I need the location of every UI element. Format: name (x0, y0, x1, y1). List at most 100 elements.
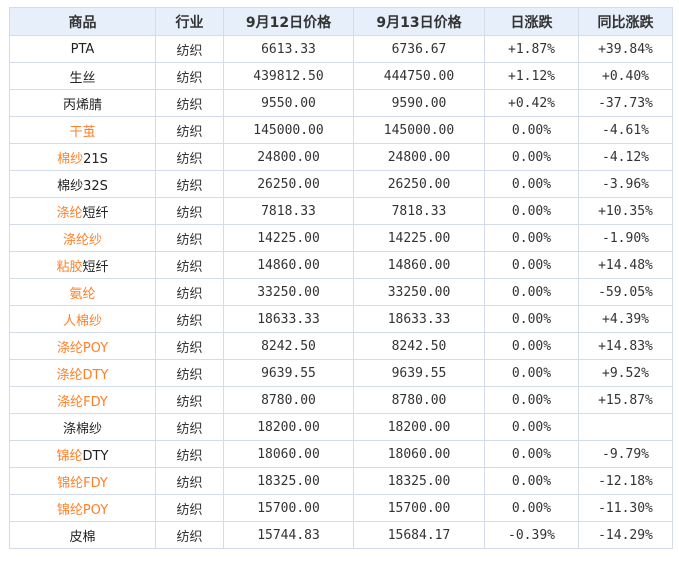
commodity-cell[interactable]: 皮棉 (9, 521, 156, 549)
commodity-link[interactable]: 氨纶 (69, 286, 96, 302)
commodity-link[interactable]: 涤纶POY (56, 340, 109, 356)
commodity-link[interactable]: 锦纶FDY (57, 475, 108, 491)
price-sep13-cell: 8242.50 (353, 332, 485, 360)
industry-cell: 纺织 (155, 332, 224, 360)
yoy-change-cell: +39.84% (578, 35, 673, 63)
commodity-cell[interactable]: 棉纱32S (9, 170, 156, 198)
daily-change-cell: 0.00% (484, 359, 579, 387)
price-sep13-cell: 18200.00 (353, 413, 485, 441)
commodity-cell[interactable]: 涤纶POY (9, 332, 156, 360)
commodity-cell[interactable]: 锦纶POY (9, 494, 156, 522)
industry-cell: 纺织 (155, 467, 224, 495)
commodity-cell[interactable]: PTA (9, 35, 156, 63)
table-row: 锦纶FDY 纺织 18325.00 18325.00 0.00% -12.18% (9, 467, 673, 495)
daily-change-cell: +0.42% (484, 89, 579, 117)
price-sep13-cell: 18325.00 (353, 467, 485, 495)
yoy-change-cell: -37.73% (578, 89, 673, 117)
daily-change-cell: 0.00% (484, 278, 579, 306)
price-sep13-cell: 15700.00 (353, 494, 485, 522)
commodity-price-table: 商品 行业 9月12日价格 9月13日价格 日涨跌 同比涨跌 PTA 纺织 6613… (9, 7, 673, 549)
commodity-link[interactable]: 人棉纱 (62, 313, 102, 329)
commodity-cell[interactable]: 氨纶 (9, 278, 156, 306)
commodity-cell[interactable]: 涤纶DTY (9, 359, 156, 387)
commodity-link[interactable]: 锦纶 (56, 448, 83, 464)
header-industry: 行业 (155, 7, 224, 36)
header-daily-change: 日涨跌 (484, 7, 579, 36)
yoy-change-cell: -3.96% (578, 170, 673, 198)
daily-change-cell: 0.00% (484, 251, 579, 279)
yoy-change-cell: -59.05% (578, 278, 673, 306)
daily-change-cell: 0.00% (484, 386, 579, 414)
commodity-cell[interactable]: 粘胶短纤 (9, 251, 156, 279)
commodity-link[interactable]: 锦纶POY (56, 502, 109, 518)
daily-change-cell: -0.39% (484, 521, 579, 549)
commodity-link[interactable]: 涤纶FDY (57, 394, 108, 410)
commodity-cell[interactable]: 生丝 (9, 62, 156, 90)
industry-cell: 纺织 (155, 170, 224, 198)
commodity-cell[interactable]: 涤纶FDY (9, 386, 156, 414)
commodity-name: 短纤 (82, 259, 109, 275)
commodity-cell[interactable]: 涤纶短纤 (9, 197, 156, 225)
price-sep12-cell: 26250.00 (223, 170, 354, 198)
daily-change-cell: 0.00% (484, 197, 579, 225)
table-row: 锦纶POY 纺织 15700.00 15700.00 0.00% -11.30% (9, 494, 673, 522)
price-sep13-cell: 14225.00 (353, 224, 485, 252)
commodity-link[interactable]: 棉纱 (57, 151, 84, 167)
commodity-link[interactable]: 涤纶纱 (62, 232, 102, 248)
commodity-link[interactable]: 涤纶 (56, 205, 83, 221)
commodity-cell[interactable]: 涤棉纱 (9, 413, 156, 441)
price-sep12-cell: 24800.00 (223, 143, 354, 171)
commodity-cell[interactable]: 棉纱21S (9, 143, 156, 171)
daily-change-cell: +1.12% (484, 62, 579, 90)
commodity-cell[interactable]: 锦纶FDY (9, 467, 156, 495)
commodity-cell[interactable]: 人棉纱 (9, 305, 156, 333)
price-sep13-cell: 18060.00 (353, 440, 485, 468)
header-price-sep13: 9月13日价格 (353, 7, 485, 36)
commodity-name: 涤棉纱 (62, 421, 102, 437)
table-row: 涤纶短纤 纺织 7818.33 7818.33 0.00% +10.35% (9, 197, 673, 225)
industry-cell: 纺织 (155, 386, 224, 414)
yoy-change-cell: -4.12% (578, 143, 673, 171)
commodity-link[interactable]: 干茧 (69, 124, 96, 140)
price-sep13-cell: 14860.00 (353, 251, 485, 279)
yoy-change-cell: +14.83% (578, 332, 673, 360)
price-sep13-cell: 26250.00 (353, 170, 485, 198)
price-sep12-cell: 8242.50 (223, 332, 354, 360)
commodity-cell[interactable]: 干茧 (9, 116, 156, 144)
commodity-name: 皮棉 (69, 529, 96, 545)
commodity-cell[interactable]: 锦纶DTY (9, 440, 156, 468)
price-sep13-cell: 18633.33 (353, 305, 485, 333)
price-sep13-cell: 7818.33 (353, 197, 485, 225)
daily-change-cell: 0.00% (484, 467, 579, 495)
price-sep12-cell: 6613.33 (223, 35, 354, 63)
daily-change-cell: 0.00% (484, 413, 579, 441)
table-row: 涤纶纱 纺织 14225.00 14225.00 0.00% -1.90% (9, 224, 673, 252)
commodity-link[interactable]: 粘胶 (56, 259, 83, 275)
yoy-change-cell: +9.52% (578, 359, 673, 387)
table-row: 涤纶POY 纺织 8242.50 8242.50 0.00% +14.83% (9, 332, 673, 360)
price-sep13-cell: 9590.00 (353, 89, 485, 117)
commodity-cell[interactable]: 涤纶纱 (9, 224, 156, 252)
daily-change-cell: 0.00% (484, 440, 579, 468)
price-sep12-cell: 145000.00 (223, 116, 354, 144)
commodity-name: 丙烯腈 (62, 97, 102, 113)
commodity-link[interactable]: 涤纶DTY (56, 367, 109, 383)
price-sep12-cell: 33250.00 (223, 278, 354, 306)
commodity-cell[interactable]: 丙烯腈 (9, 89, 156, 117)
table-row: 丙烯腈 纺织 9550.00 9590.00 +0.42% -37.73% (9, 89, 673, 117)
commodity-name: 生丝 (69, 70, 96, 86)
table-row: 棉纱32S 纺织 26250.00 26250.00 0.00% -3.96% (9, 170, 673, 198)
commodity-name: 棉纱32S (57, 178, 108, 194)
table-row: 干茧 纺织 145000.00 145000.00 0.00% -4.61% (9, 116, 673, 144)
daily-change-cell: 0.00% (484, 494, 579, 522)
daily-change-cell: +1.87% (484, 35, 579, 63)
daily-change-cell: 0.00% (484, 116, 579, 144)
price-sep12-cell: 15744.83 (223, 521, 354, 549)
table-row: 锦纶DTY 纺织 18060.00 18060.00 0.00% -9.79% (9, 440, 673, 468)
yoy-change-cell: -14.29% (578, 521, 673, 549)
price-sep13-cell: 444750.00 (353, 62, 485, 90)
table-row: 涤纶FDY 纺织 8780.00 8780.00 0.00% +15.87% (9, 386, 673, 414)
industry-cell: 纺织 (155, 494, 224, 522)
price-sep12-cell: 7818.33 (223, 197, 354, 225)
industry-cell: 纺织 (155, 359, 224, 387)
